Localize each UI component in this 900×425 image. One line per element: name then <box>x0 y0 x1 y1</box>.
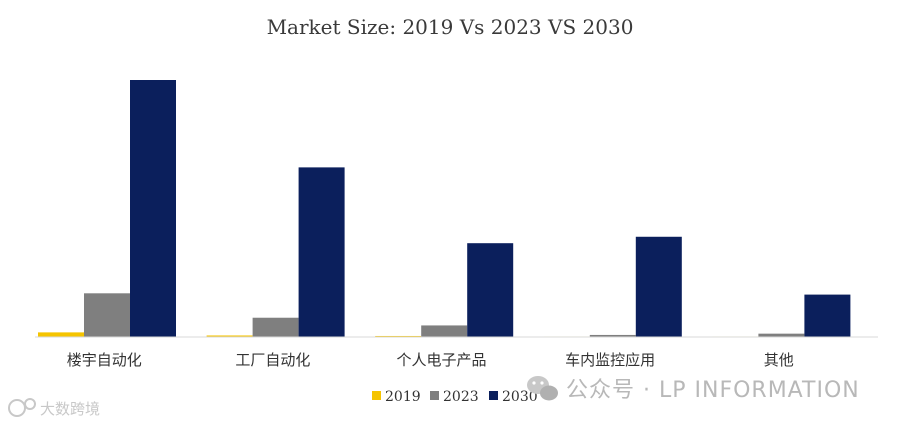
wechat-icon <box>527 376 558 401</box>
bar-2023-2 <box>252 317 299 337</box>
legend-label-2023: 2023 <box>443 389 479 405</box>
bar-2030-5 <box>804 294 851 337</box>
legend-swatch-2030 <box>489 391 498 400</box>
brand-watermark-text: 大数跨境 <box>40 400 100 418</box>
wechat-watermark: 公众号 · LP INFORMATION <box>527 376 860 403</box>
bar-2023-3 <box>421 325 468 337</box>
bar-2030-4 <box>635 236 682 337</box>
bar-2030-3 <box>467 243 514 337</box>
bar-2023-5 <box>758 333 805 337</box>
bar-2030-1 <box>130 80 176 337</box>
category-label-5: 其他 <box>764 351 794 369</box>
bars-group <box>38 80 851 337</box>
bar-2019-1 <box>38 332 84 337</box>
bar-2023-4 <box>589 334 636 337</box>
bar-2030-2 <box>298 167 345 337</box>
wechat-watermark-text: 公众号 · LP INFORMATION <box>566 378 860 403</box>
legend-label-2030: 2030 <box>502 389 538 405</box>
category-labels: 楼宇自动化 工厂自动化 个人电子产品 车内监控应用 其他 <box>67 351 794 369</box>
category-label-4: 车内监控应用 <box>565 351 655 369</box>
brand-logo-icon <box>8 398 36 417</box>
bar-2023-1 <box>84 293 130 337</box>
chart-title: Market Size: 2019 Vs 2023 VS 2030 <box>267 15 634 39</box>
legend-label-2019: 2019 <box>385 389 421 405</box>
legend-swatch-2019 <box>372 391 381 400</box>
category-label-3: 个人电子产品 <box>396 351 486 369</box>
brand-watermark: 大数跨境 <box>8 398 100 418</box>
legend: 2019 2023 2030 <box>372 389 538 405</box>
bar-2019-2 <box>206 335 253 337</box>
category-label-1: 楼宇自动化 <box>67 351 142 369</box>
bar-2019-3 <box>375 335 422 337</box>
legend-swatch-2023 <box>430 391 439 400</box>
category-label-2: 工厂自动化 <box>235 351 310 369</box>
